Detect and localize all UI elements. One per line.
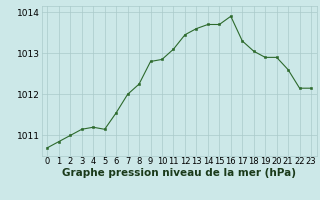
X-axis label: Graphe pression niveau de la mer (hPa): Graphe pression niveau de la mer (hPa) <box>62 168 296 178</box>
